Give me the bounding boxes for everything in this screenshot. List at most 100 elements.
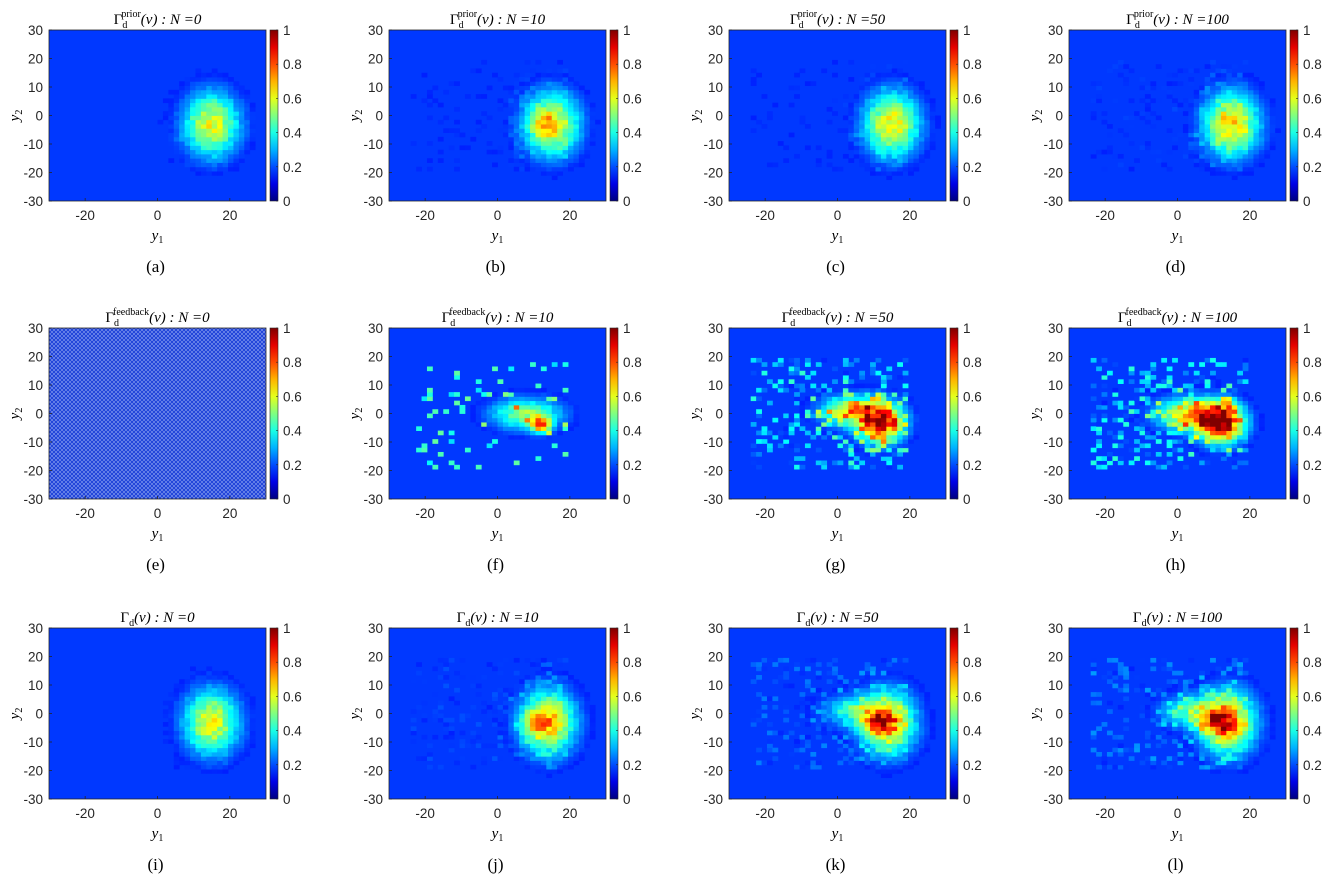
heatmap-cell [897,657,903,663]
y-tick-label: -20 [23,764,43,779]
heatmap-cell [179,679,186,684]
heatmap-cell [519,119,526,125]
heatmap-cell [875,85,882,91]
heatmap-cell [1220,751,1227,757]
heatmap-cell [1155,709,1162,714]
heatmap-cell [200,158,207,163]
heatmap-cell [228,717,234,723]
heatmap-cell [1188,717,1195,723]
heatmap-cell [217,670,224,676]
heatmap-cell [173,692,180,697]
heatmap-cell [524,124,531,129]
heatmap-cell [1242,713,1249,719]
heatmap-cell [832,696,838,702]
heatmap-cell [1242,696,1249,702]
heatmap-cell [1248,145,1254,151]
heatmap-cell [1172,704,1178,710]
heatmap-cell [173,145,180,151]
heatmap-cell [875,709,882,714]
heatmap-cell [815,709,822,714]
heatmap-cell [924,747,931,753]
heatmap-cell [870,362,876,367]
heatmap-cell [1264,119,1271,125]
heatmap-cell [426,158,433,163]
heatmap-cell [1220,124,1227,129]
heatmap-cell [540,700,547,706]
heatmap-cell [908,713,914,719]
heatmap-cell [502,396,509,402]
heatmap-cell [897,132,903,138]
heatmap-cell [1248,111,1254,116]
heatmap-cell [200,141,207,146]
heatmap-cell [513,409,520,414]
heatmap-cell [1226,722,1233,727]
heatmap-cell [766,115,773,121]
heatmap-cell [761,426,768,431]
heatmap-cell [886,447,893,453]
heatmap-cell [929,119,936,125]
heatmap-cell [1258,111,1265,116]
heatmap-cell [799,404,806,410]
heatmap-cell [1188,679,1195,684]
heatmap-cell [562,700,569,706]
heatmap-cell [1090,730,1097,736]
heatmap-cell [1220,704,1227,710]
heatmap-cell [502,417,509,423]
heatmap-cell [897,769,903,774]
heatmap-cell [1210,717,1216,723]
heatmap-cell [578,136,585,142]
heatmap-cell [902,743,909,749]
heatmap-cell [918,739,925,744]
heatmap-cell [870,700,876,706]
heatmap-cell [1182,387,1189,393]
heatmap-cell [913,430,920,436]
heatmap-cell [853,430,860,436]
heatmap-cell [519,111,526,116]
heatmap-cell [173,722,180,727]
heatmap-cell [454,166,460,172]
heatmap-cell [1253,89,1260,95]
heatmap-cell [557,670,563,676]
heatmap-cell [826,400,833,406]
heatmap-cell [1117,666,1124,672]
heatmap-cell [530,128,536,133]
heatmap-cell [886,464,893,470]
heatmap-cell [249,704,256,710]
heatmap-cell [1166,679,1173,684]
heatmap-cell [1210,404,1216,410]
heatmap-cell [766,747,773,753]
heatmap-cell [853,434,860,440]
heatmap-cell [173,726,180,732]
heatmap-cell [524,713,531,719]
heatmap-cell [1226,383,1233,389]
heatmap-cell [864,434,871,440]
heatmap-cell [502,119,509,125]
heatmap-cell [1248,417,1254,423]
heatmap-cell [1106,124,1113,129]
heatmap-cell [815,145,822,151]
heatmap-cell [513,430,520,436]
heatmap-cell [864,430,871,436]
heatmap-cell [1150,98,1157,104]
heatmap-cell [464,396,471,402]
heatmap-cell [584,94,591,99]
heatmap-cell [848,683,855,689]
heatmap-cell [891,111,898,116]
heatmap-cell [1204,687,1211,693]
heatmap-cell [179,704,186,710]
heatmap-cell [546,760,553,766]
heatmap-cell [1139,426,1146,431]
heatmap-cell [168,119,175,125]
heatmap-cell [1248,726,1254,732]
heatmap-cell [448,726,455,732]
heatmap-cell [1226,747,1233,753]
heatmap-cell [799,713,806,719]
heatmap-cell [1248,439,1254,444]
heatmap-cell [1128,68,1135,74]
heatmap-cell [1182,434,1189,440]
heatmap-cell [804,657,811,663]
heatmap-cell [842,683,849,689]
heatmap-cell [842,722,849,727]
y-tick-label: -10 [363,735,383,750]
heatmap-cell [437,700,444,706]
